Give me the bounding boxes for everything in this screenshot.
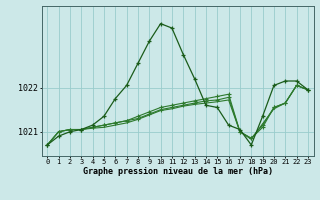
X-axis label: Graphe pression niveau de la mer (hPa): Graphe pression niveau de la mer (hPa): [83, 167, 273, 176]
